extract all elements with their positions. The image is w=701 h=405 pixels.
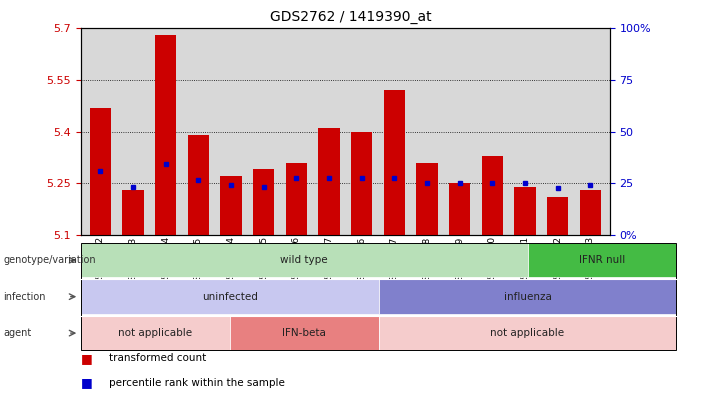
Bar bbox=[547, 197, 569, 235]
Text: influenza: influenza bbox=[503, 292, 552, 302]
Bar bbox=[449, 183, 470, 235]
Bar bbox=[318, 128, 339, 235]
Bar bbox=[188, 135, 209, 235]
Bar bbox=[90, 107, 111, 235]
Text: GDS2762 / 1419390_at: GDS2762 / 1419390_at bbox=[270, 10, 431, 24]
Bar bbox=[383, 90, 405, 235]
Bar bbox=[515, 187, 536, 235]
Bar bbox=[253, 169, 274, 235]
Text: ■: ■ bbox=[81, 376, 93, 389]
Bar bbox=[122, 190, 144, 235]
Bar bbox=[482, 156, 503, 235]
Text: infection: infection bbox=[4, 292, 46, 302]
Text: genotype/variation: genotype/variation bbox=[4, 255, 96, 265]
Text: transformed count: transformed count bbox=[109, 354, 206, 363]
Text: agent: agent bbox=[4, 328, 32, 338]
Bar bbox=[351, 132, 372, 235]
Bar bbox=[220, 176, 242, 235]
Text: wild type: wild type bbox=[280, 255, 328, 265]
Bar bbox=[285, 162, 307, 235]
Text: percentile rank within the sample: percentile rank within the sample bbox=[109, 378, 285, 388]
Bar bbox=[155, 35, 176, 235]
Text: IFNR null: IFNR null bbox=[579, 255, 625, 265]
Bar bbox=[416, 162, 437, 235]
Bar bbox=[580, 190, 601, 235]
Text: ■: ■ bbox=[81, 352, 93, 365]
Text: IFN-beta: IFN-beta bbox=[282, 328, 326, 338]
Text: uninfected: uninfected bbox=[202, 292, 257, 302]
Text: not applicable: not applicable bbox=[118, 328, 192, 338]
Text: not applicable: not applicable bbox=[491, 328, 564, 338]
